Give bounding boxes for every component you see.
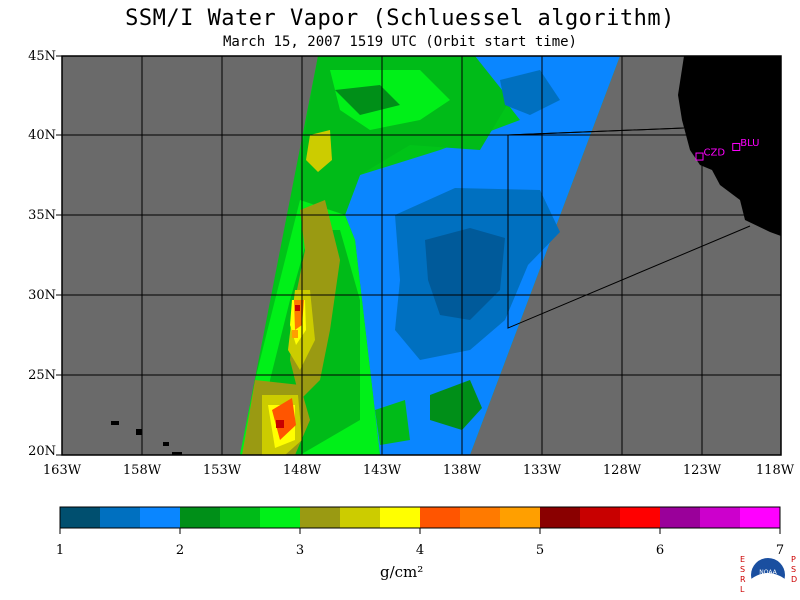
lon-label-158w: 158W — [122, 463, 162, 478]
colorbar-label-7: 7 — [775, 543, 785, 558]
lon-label-133w: 133W — [522, 463, 562, 478]
colorbar-swatch — [420, 507, 460, 528]
lon-label-118w: 118W — [755, 463, 795, 478]
lat-label-35n: 35N — [28, 208, 56, 223]
colorbar-swatch — [100, 507, 140, 528]
station-label-blu: BLU — [740, 138, 759, 149]
lat-label-25n: 25N — [28, 368, 56, 383]
colorbar-label-2: 2 — [175, 543, 185, 558]
colorbar-label-5: 5 — [535, 543, 545, 558]
flight-track — [507, 135, 751, 329]
colorbar-label-3: 3 — [295, 543, 305, 558]
colorbar-swatch — [540, 507, 580, 528]
colorbar-swatch — [580, 507, 620, 528]
station-marker-czd — [695, 152, 704, 161]
map-title: SSM/I Water Vapor (Schluessel algorithm) — [125, 6, 675, 31]
colorbar-swatch — [500, 507, 540, 528]
station-marker-blu — [732, 142, 741, 151]
noaa-text: NOAA — [759, 569, 777, 576]
lon-label-163w: 163W — [42, 463, 82, 478]
colorbar-swatch — [180, 507, 220, 528]
colorbar — [59, 506, 781, 534]
lon-label-153w: 153W — [202, 463, 242, 478]
map-frame — [61, 55, 782, 456]
map-subtitle: March 15, 2007 1519 UTC (Orbit start tim… — [222, 34, 577, 50]
colorbar-swatch — [260, 507, 300, 528]
colorbar-swatch — [620, 507, 660, 528]
hawaii-islands — [111, 421, 182, 455]
colorbar-swatch — [700, 507, 740, 528]
colorbar-swatch — [340, 507, 380, 528]
lon-label-148w: 148W — [282, 463, 322, 478]
lat-label-45n: 45N — [28, 49, 56, 64]
colorbar-swatch — [300, 507, 340, 528]
colorbar-swatch — [60, 507, 100, 528]
lat-label-40n: 40N — [28, 128, 56, 143]
lat-label-20n: 20N — [28, 444, 56, 459]
lon-label-138w: 138W — [442, 463, 482, 478]
station-markers: CZD BLU — [695, 138, 760, 161]
colorbar-swatch — [380, 507, 420, 528]
lat-label-30n: 30N — [28, 288, 56, 303]
colorbar-swatch — [460, 507, 500, 528]
colorbar-label-1: 1 — [55, 543, 65, 558]
colorbar-swatch — [220, 507, 260, 528]
lon-label-123w: 123W — [682, 463, 722, 478]
colorbar-swatch — [740, 507, 780, 528]
station-label-czd: CZD — [704, 148, 726, 159]
lon-label-143w: 143W — [362, 463, 402, 478]
colorbar-units: g/cm² — [380, 563, 424, 581]
colorbar-label-4: 4 — [415, 543, 425, 558]
colorbar-swatch — [140, 507, 180, 528]
lon-label-128w: 128W — [602, 463, 642, 478]
colorbar-label-6: 6 — [655, 543, 665, 558]
colorbar-swatch — [660, 507, 700, 528]
land-mass — [678, 56, 781, 236]
map-grid — [62, 56, 781, 455]
